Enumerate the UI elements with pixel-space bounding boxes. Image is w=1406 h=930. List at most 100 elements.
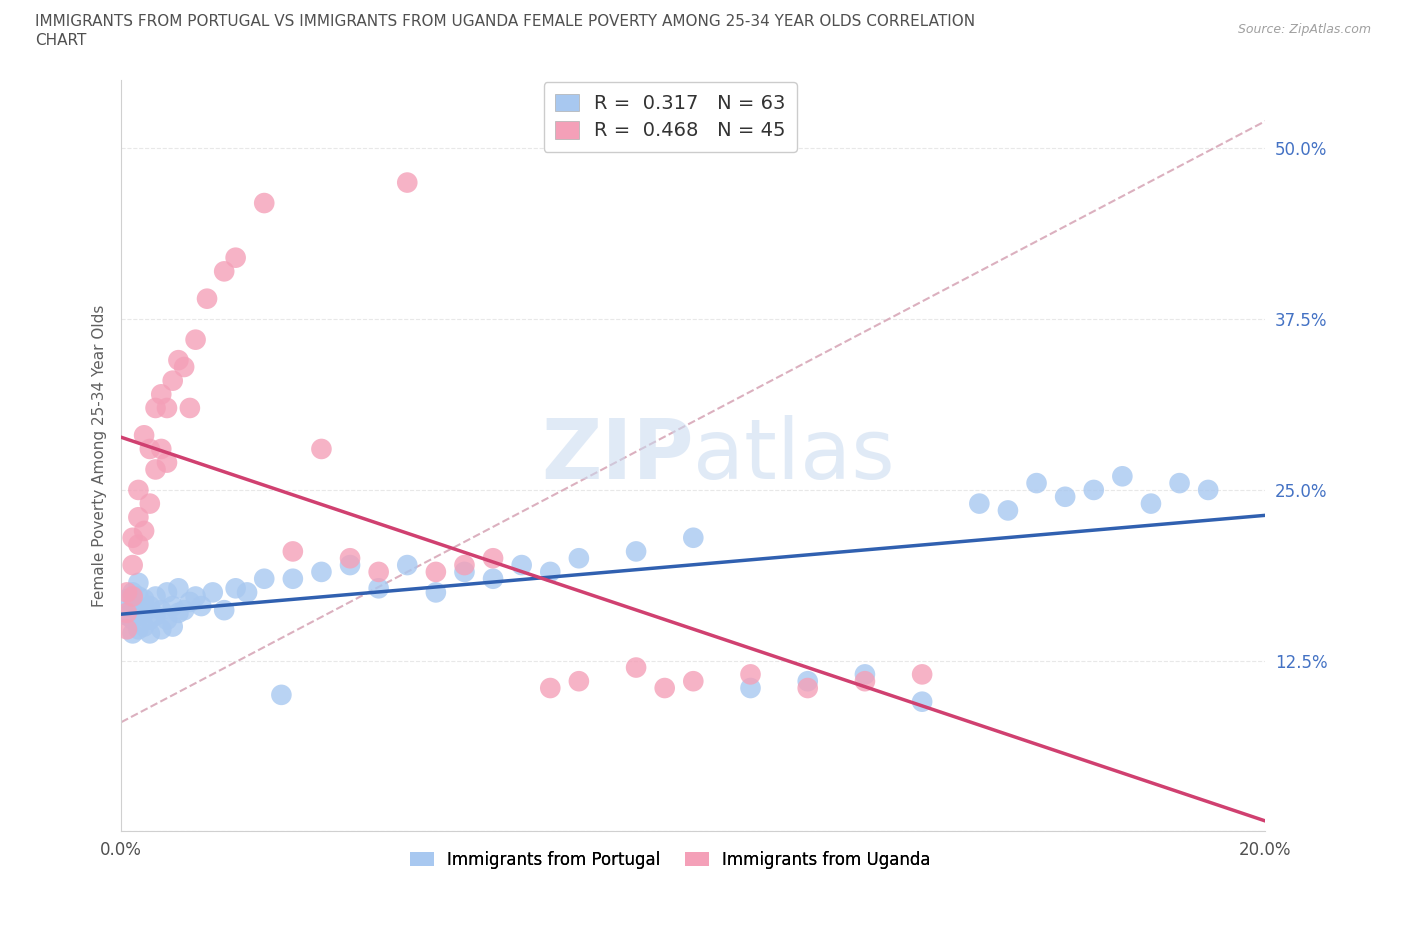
Point [132, 591, 155, 606]
Point [682, 673, 704, 688]
Point [270, 687, 292, 702]
Point [127, 576, 149, 591]
Point [236, 585, 259, 600]
Point [624, 660, 647, 675]
Point [167, 605, 190, 620]
Point [212, 603, 235, 618]
Point [150, 442, 173, 457]
Point [162, 619, 184, 634]
Point [121, 589, 143, 604]
Point [150, 603, 173, 618]
Point [127, 483, 149, 498]
Text: atlas: atlas [693, 416, 896, 497]
Point [624, 544, 647, 559]
Point [482, 571, 505, 586]
Text: ZIP: ZIP [541, 416, 693, 497]
Point [121, 599, 143, 614]
Point [121, 585, 143, 600]
Point [367, 581, 389, 596]
Point [150, 387, 173, 402]
Point [1083, 483, 1105, 498]
Point [145, 401, 167, 416]
Point [396, 558, 419, 573]
Point [121, 612, 143, 627]
Point [127, 538, 149, 552]
Point [127, 603, 149, 618]
Point [115, 622, 138, 637]
Point [367, 565, 389, 579]
Point [190, 599, 212, 614]
Point [311, 442, 333, 457]
Point [115, 608, 138, 623]
Point [339, 558, 361, 573]
Point [139, 497, 162, 512]
Point [253, 571, 276, 586]
Point [281, 571, 304, 586]
Point [115, 585, 138, 600]
Point [127, 589, 149, 604]
Point [1197, 483, 1219, 498]
Point [453, 565, 475, 579]
Point [212, 264, 235, 279]
Point [1140, 497, 1163, 512]
Point [853, 667, 876, 682]
Point [281, 544, 304, 559]
Point [167, 352, 190, 367]
Point [167, 581, 190, 596]
Point [145, 608, 167, 623]
Point [997, 503, 1019, 518]
Point [1168, 475, 1191, 490]
Point [225, 250, 247, 265]
Point [179, 401, 201, 416]
Point [482, 551, 505, 565]
Point [127, 622, 149, 637]
Point [145, 462, 167, 477]
Point [156, 455, 179, 470]
Point [253, 195, 276, 210]
Text: Source: ZipAtlas.com: Source: ZipAtlas.com [1237, 23, 1371, 36]
Point [740, 681, 762, 696]
Point [132, 524, 155, 538]
Point [184, 332, 207, 347]
Point [853, 673, 876, 688]
Point [173, 603, 195, 618]
Point [796, 681, 818, 696]
Point [121, 626, 143, 641]
Point [1054, 489, 1077, 504]
Point [162, 373, 184, 388]
Point [796, 673, 818, 688]
Point [425, 585, 447, 600]
Point [682, 530, 704, 545]
Point [195, 291, 218, 306]
Point [969, 497, 991, 512]
Point [132, 605, 155, 620]
Point [173, 360, 195, 375]
Point [132, 619, 155, 634]
Point [156, 612, 179, 627]
Point [339, 551, 361, 565]
Point [568, 551, 591, 565]
Point [538, 681, 561, 696]
Point [654, 681, 676, 696]
Text: IMMIGRANTS FROM PORTUGAL VS IMMIGRANTS FROM UGANDA FEMALE POVERTY AMONG 25-34 YE: IMMIGRANTS FROM PORTUGAL VS IMMIGRANTS F… [35, 14, 976, 29]
Point [510, 558, 533, 573]
Point [1111, 469, 1133, 484]
Point [568, 673, 591, 688]
Point [139, 612, 162, 627]
Point [225, 581, 247, 596]
Point [184, 589, 207, 604]
Point [911, 695, 934, 710]
Point [139, 626, 162, 641]
Point [740, 667, 762, 682]
Point [396, 175, 419, 190]
Point [121, 530, 143, 545]
Point [132, 428, 155, 443]
Point [311, 565, 333, 579]
Point [201, 585, 224, 600]
Point [121, 558, 143, 573]
Point [911, 667, 934, 682]
Point [127, 510, 149, 525]
Point [145, 589, 167, 604]
Point [150, 622, 173, 637]
Point [156, 585, 179, 600]
